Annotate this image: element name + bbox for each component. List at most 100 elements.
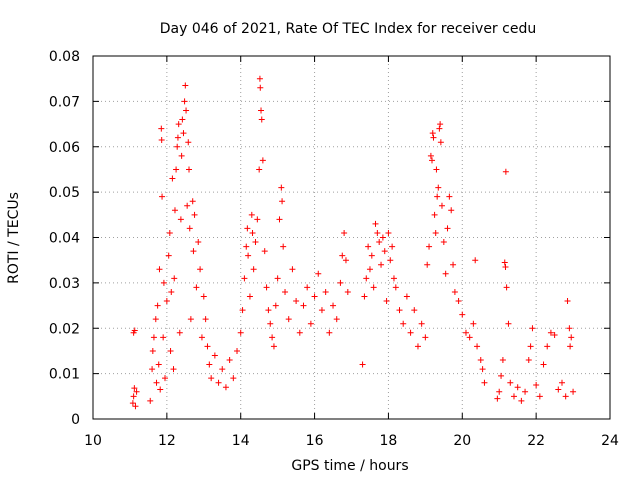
data-point (435, 184, 442, 191)
data-point (174, 143, 181, 150)
data-point (300, 302, 307, 309)
data-point (177, 216, 184, 223)
data-point (239, 307, 246, 314)
data-point (544, 343, 551, 350)
data-point (430, 134, 437, 141)
y-tick-label: 0.05 (49, 185, 80, 201)
data-point (558, 379, 565, 386)
data-point (208, 375, 215, 382)
data-point (165, 252, 172, 259)
data-point (446, 193, 453, 200)
data-point (494, 395, 501, 402)
data-point (180, 130, 187, 137)
data-point (376, 239, 383, 246)
data-point (157, 386, 164, 393)
y-axis-label: ROTI / TECUs (6, 192, 22, 284)
data-point (477, 357, 484, 364)
data-point (186, 225, 193, 232)
axis-tick-labels: 10 12 14 16 18 20 22 24 0 0.01 0.02 0.03 0.04 0.05 0.0… (49, 49, 619, 449)
data-point (285, 316, 292, 323)
data-point (153, 379, 160, 386)
data-point (326, 329, 333, 336)
data-point (226, 357, 233, 364)
data-point (159, 193, 166, 200)
data-point (502, 168, 509, 175)
data-point (186, 166, 193, 173)
data-point (198, 334, 205, 341)
data-point (178, 152, 185, 159)
data-point (250, 266, 257, 273)
data-point (185, 139, 192, 146)
data-point (265, 307, 272, 314)
y-tick-label: 0.08 (49, 49, 80, 65)
y-tick-label: 0.07 (49, 94, 80, 110)
data-point (433, 166, 440, 173)
data-point (429, 157, 436, 164)
data-point (407, 329, 414, 336)
data-point (259, 157, 266, 164)
data-point (132, 403, 139, 410)
data-point (499, 357, 506, 364)
data-point (547, 329, 554, 336)
x-tick-label: 12 (158, 433, 176, 449)
data-point (193, 284, 200, 291)
data-point (383, 298, 390, 305)
x-tick-label: 14 (232, 433, 250, 449)
data-point (330, 302, 337, 309)
data-point (450, 261, 457, 268)
data-point (167, 347, 174, 354)
data-point (169, 175, 176, 182)
data-point (396, 307, 403, 314)
data-point (390, 275, 397, 282)
data-point (510, 393, 517, 400)
data-point (234, 347, 241, 354)
data-point (459, 311, 466, 318)
data-point (444, 225, 451, 232)
data-point (211, 352, 218, 359)
data-point (568, 334, 575, 341)
x-tick-label: 18 (380, 433, 398, 449)
data-point (431, 211, 438, 218)
data-point (257, 84, 264, 91)
data-point (171, 275, 178, 282)
data-point (289, 266, 296, 273)
data-point (389, 243, 396, 250)
data-point (269, 334, 276, 341)
data-point (525, 357, 532, 364)
data-point (179, 116, 186, 123)
data-point (182, 82, 189, 89)
data-point (470, 320, 477, 327)
data-point (261, 248, 268, 255)
data-point (400, 320, 407, 327)
data-point (533, 381, 540, 388)
data-point (245, 252, 252, 259)
data-point (170, 366, 177, 373)
data-point (522, 388, 529, 395)
data-point (438, 202, 445, 209)
data-point (432, 229, 439, 236)
data-point (202, 316, 209, 323)
data-point (296, 329, 303, 336)
data-point (498, 372, 505, 379)
data-point (437, 139, 444, 146)
data-point (293, 298, 300, 305)
data-point (244, 225, 251, 232)
x-tick-label: 20 (453, 433, 471, 449)
data-point (385, 229, 392, 236)
data-point (175, 121, 182, 128)
data-point (204, 343, 211, 350)
data-point (215, 379, 222, 386)
data-point (272, 302, 279, 309)
data-point (243, 243, 250, 250)
data-point (344, 288, 351, 295)
data-point (370, 284, 377, 291)
data-point (496, 388, 503, 395)
data-point (176, 329, 183, 336)
data-point (481, 379, 488, 386)
data-point (514, 384, 521, 391)
data-point (147, 397, 154, 404)
data-point (267, 320, 274, 327)
axis-ticks (92, 55, 611, 420)
data-point (307, 320, 314, 327)
